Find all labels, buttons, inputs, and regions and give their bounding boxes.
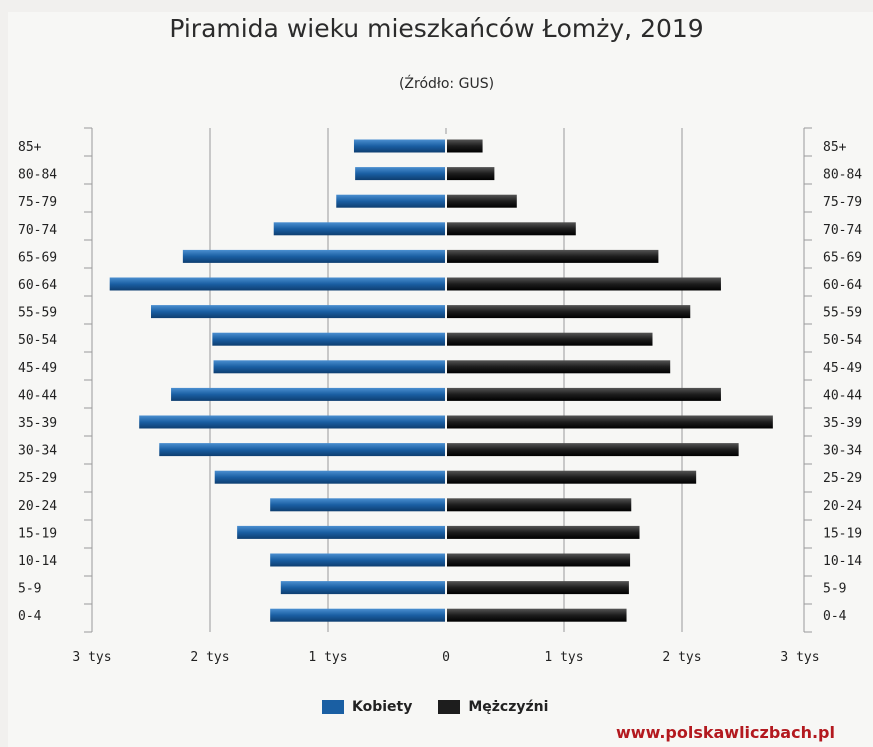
y-label-left-10: 35-39 [18, 416, 57, 431]
bar-mezczyzni-0 [446, 139, 483, 153]
bar-mezczyzni-16 [446, 581, 629, 595]
bar-kobiety-13 [270, 498, 446, 512]
bar-mezczyzni-1 [446, 167, 495, 181]
y-label-right-7: 50-54 [823, 333, 862, 348]
y-label-right-5: 60-64 [823, 278, 862, 293]
bar-kobiety-15 [270, 553, 446, 567]
y-label-right-0: 85+ [823, 140, 847, 155]
y-label-left-3: 70-74 [18, 223, 57, 238]
y-label-right-17: 0-4 [823, 609, 847, 624]
x-tick-label-3: 0 [442, 650, 450, 665]
bar-mezczyzni-5 [446, 277, 721, 291]
bar-kobiety-12 [214, 470, 446, 484]
y-label-left-11: 30-34 [18, 444, 57, 459]
y-label-right-9: 40-44 [823, 388, 862, 403]
y-label-left-17: 0-4 [18, 609, 42, 624]
x-tick-label-1: 2 tys [190, 650, 229, 665]
y-label-right-10: 35-39 [823, 416, 862, 431]
y-label-right-6: 55-59 [823, 306, 862, 321]
bar-kobiety-7 [212, 332, 446, 346]
y-label-left-0: 85+ [18, 140, 42, 155]
legend-item-kobiety: Kobiety [322, 699, 412, 715]
bar-kobiety-17 [270, 608, 446, 622]
bar-kobiety-9 [171, 387, 446, 401]
x-tick-label-5: 2 tys [662, 650, 701, 665]
bar-kobiety-3 [273, 222, 446, 236]
y-label-left-15: 10-14 [18, 554, 57, 569]
bar-mezczyzni-14 [446, 525, 640, 539]
y-label-right-15: 10-14 [823, 554, 862, 569]
bar-mezczyzni-11 [446, 443, 739, 457]
legend-label-mezczyzni: Mężczyźni [468, 699, 549, 715]
y-label-left-4: 65-69 [18, 250, 57, 265]
bar-kobiety-0 [353, 139, 446, 153]
y-label-right-4: 65-69 [823, 250, 862, 265]
bar-kobiety-1 [355, 167, 446, 181]
x-tick-label-4: 1 tys [544, 650, 583, 665]
y-label-left-6: 55-59 [18, 306, 57, 321]
bar-kobiety-6 [151, 305, 446, 319]
y-label-left-9: 40-44 [18, 388, 57, 403]
y-label-left-16: 5-9 [18, 582, 41, 597]
y-label-left-7: 50-54 [18, 333, 57, 348]
bar-kobiety-5 [109, 277, 446, 291]
bar-mezczyzni-6 [446, 305, 691, 319]
legend-swatch-kobiety [322, 700, 344, 714]
bar-mezczyzni-3 [446, 222, 576, 236]
y-label-right-8: 45-49 [823, 361, 862, 376]
y-label-left-14: 15-19 [18, 526, 57, 541]
bar-mezczyzni-7 [446, 332, 653, 346]
bar-mezczyzni-4 [446, 249, 659, 263]
legend-swatch-mezczyzni [438, 700, 461, 714]
bar-mezczyzni-17 [446, 608, 627, 622]
legend: Kobiety Mężczyźni [322, 697, 574, 717]
bar-mezczyzni-2 [446, 194, 517, 208]
y-label-right-12: 25-29 [823, 471, 862, 486]
y-label-left-13: 20-24 [18, 499, 57, 514]
y-label-right-11: 30-34 [823, 444, 862, 459]
bar-kobiety-4 [182, 249, 447, 263]
x-tick-label-0: 3 tys [72, 650, 111, 665]
bar-mezczyzni-10 [446, 415, 773, 429]
source-link[interactable]: www.polskawliczbach.pl [616, 723, 835, 742]
bar-mezczyzni-15 [446, 553, 631, 567]
y-label-left-2: 75-79 [18, 195, 57, 210]
y-label-right-2: 75-79 [823, 195, 862, 210]
bar-kobiety-11 [159, 443, 446, 457]
bar-kobiety-10 [139, 415, 446, 429]
legend-label-kobiety: Kobiety [352, 699, 413, 715]
y-label-left-1: 80-84 [18, 168, 57, 183]
legend-item-mezczyzni: Mężczyźni [438, 699, 548, 715]
y-label-left-12: 25-29 [18, 471, 57, 486]
bar-mezczyzni-12 [446, 470, 697, 484]
chart-subtitle: (Źródło: GUS) [398, 76, 495, 92]
bar-kobiety-8 [213, 360, 446, 374]
y-label-right-1: 80-84 [823, 168, 862, 183]
bar-kobiety-16 [280, 581, 446, 595]
y-label-right-13: 20-24 [823, 499, 862, 514]
y-label-right-16: 5-9 [823, 582, 846, 597]
chart-frame [8, 12, 873, 747]
y-label-right-14: 15-19 [823, 526, 862, 541]
bar-mezczyzni-8 [446, 360, 671, 374]
bar-kobiety-2 [336, 194, 446, 208]
x-tick-label-6: 3 tys [780, 650, 819, 665]
chart-title: Piramida wieku mieszkańców Łomży, 2019 [169, 14, 704, 43]
y-label-left-8: 45-49 [18, 361, 57, 376]
bar-kobiety-14 [237, 525, 446, 539]
y-label-left-5: 60-64 [18, 278, 57, 293]
bar-mezczyzni-13 [446, 498, 632, 512]
x-tick-label-2: 1 tys [308, 650, 347, 665]
bar-mezczyzni-9 [446, 387, 721, 401]
y-label-right-3: 70-74 [823, 223, 862, 238]
